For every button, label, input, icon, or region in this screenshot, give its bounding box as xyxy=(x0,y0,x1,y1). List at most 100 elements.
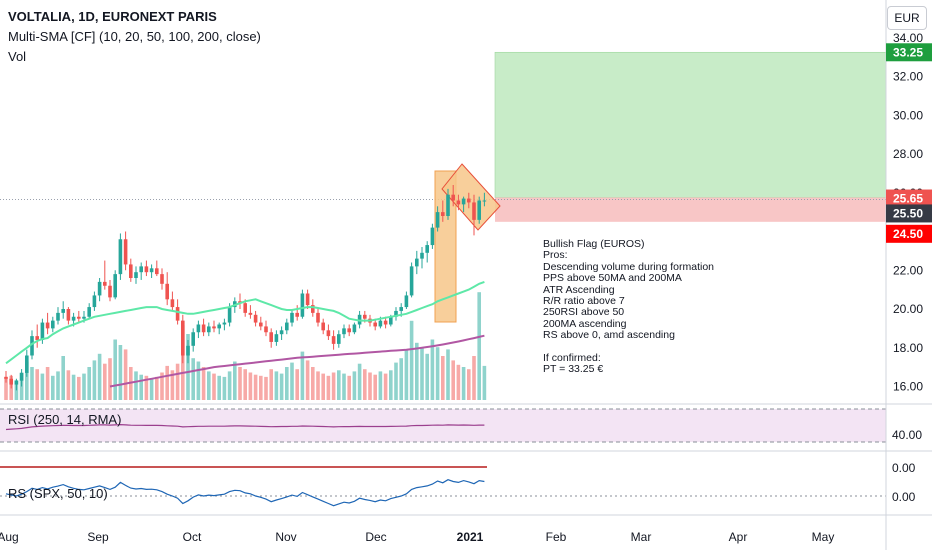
time-axis-label: 2021 xyxy=(457,530,484,544)
candle-body xyxy=(305,293,310,306)
volume-bar xyxy=(331,372,336,400)
volume-bar xyxy=(191,358,195,400)
candle-body xyxy=(56,312,60,321)
volume-bar xyxy=(40,373,45,400)
volume-bar xyxy=(373,374,377,400)
stop-zone xyxy=(495,197,886,222)
volume-bar xyxy=(305,360,310,400)
volume-bar xyxy=(82,373,86,400)
target-zone xyxy=(494,51,887,198)
volume-bar xyxy=(139,374,143,400)
candle-body xyxy=(155,268,159,275)
volume-bar xyxy=(155,376,159,400)
candle-body xyxy=(342,328,346,335)
rs-label: RS (SPX, 50, 10) xyxy=(8,486,108,501)
sma200-line xyxy=(109,334,485,388)
candle-body xyxy=(129,264,133,278)
rsi-line xyxy=(5,423,485,431)
note-line: Bullish Flag (EUROS) xyxy=(543,238,645,250)
note-line: If confirmed: xyxy=(543,352,601,365)
candle-body xyxy=(144,266,149,273)
candle-body xyxy=(383,320,388,325)
price-tick-label: 34.00 xyxy=(893,31,923,45)
candle-body xyxy=(61,309,65,313)
volume-bar xyxy=(446,349,450,400)
volume-bar xyxy=(25,361,29,400)
price-tag-label: 33.25 xyxy=(893,45,923,59)
rs-tick-label: 0.00 xyxy=(892,461,916,475)
volume-bar xyxy=(196,361,201,400)
sma-legend[interactable]: Multi-SMA [CF] (10, 20, 50, 100, 200, cl… xyxy=(8,29,261,44)
volume-bar xyxy=(399,358,403,400)
volume-bar xyxy=(56,371,60,400)
note-line: ATR Ascending xyxy=(543,283,615,296)
price-tick-label: 16.00 xyxy=(893,380,923,394)
volume-bar xyxy=(420,347,424,400)
volume-bar xyxy=(472,356,476,400)
volume-bar xyxy=(363,369,367,400)
candle-body xyxy=(108,285,112,298)
volume-bar xyxy=(383,373,388,400)
candle-body xyxy=(321,322,325,331)
price-tag xyxy=(886,189,932,208)
volume-bar xyxy=(118,345,123,400)
volume-bar xyxy=(482,365,487,400)
candle-body xyxy=(222,322,227,325)
candle-body xyxy=(71,316,76,321)
candle-body xyxy=(435,212,440,228)
candle-body xyxy=(295,312,299,317)
candle-body xyxy=(300,293,305,317)
candle-body xyxy=(430,227,435,246)
volume-bar xyxy=(30,367,34,400)
candle-body xyxy=(290,312,294,323)
volume-bar xyxy=(368,372,372,400)
volume-bar xyxy=(477,292,481,400)
sma50-line xyxy=(5,280,485,365)
volume-bar xyxy=(227,371,232,400)
candle-body xyxy=(35,336,39,340)
volume-bar xyxy=(77,376,81,400)
volume-bar xyxy=(61,356,65,400)
candle-body xyxy=(4,376,8,379)
candle-body xyxy=(25,355,29,373)
candle-body xyxy=(92,295,97,308)
time-axis-label: May xyxy=(812,530,835,544)
candles xyxy=(4,185,487,391)
volume-bar xyxy=(212,373,216,400)
candle-body xyxy=(9,378,13,385)
volume-legend[interactable]: Vol xyxy=(8,49,27,64)
candle-body xyxy=(399,307,403,311)
volume-bar xyxy=(451,360,455,400)
volume-bar xyxy=(108,358,112,400)
volume-bar xyxy=(279,373,284,400)
volume-bar xyxy=(87,367,91,400)
candle-body xyxy=(30,336,34,356)
candle-body xyxy=(14,380,19,385)
candle-body xyxy=(191,332,195,346)
time-axis-label: Aug xyxy=(0,530,19,544)
analysis-note: Bullish Flag (EUROS) Pros: Descending volu… xyxy=(543,238,714,376)
candle-body xyxy=(331,336,336,344)
currency-button[interactable]: EUR xyxy=(887,6,927,30)
volume-bar xyxy=(66,370,71,400)
volume-bar xyxy=(326,375,331,400)
candle-body xyxy=(347,328,351,333)
candle-body xyxy=(118,239,123,275)
price-tag-label: 25.50 xyxy=(893,206,923,220)
price-tick-label: 32.00 xyxy=(893,70,923,84)
volume-bar xyxy=(352,371,357,400)
bull-flag-drawing xyxy=(434,163,501,323)
candle-body xyxy=(19,372,24,381)
candle-body xyxy=(316,312,320,323)
volume-bar xyxy=(144,375,149,400)
volume-bar xyxy=(134,371,138,400)
volume-bar xyxy=(290,362,294,400)
volume-bar xyxy=(311,367,315,400)
candle-body xyxy=(181,320,185,356)
candle-body xyxy=(207,326,211,333)
flag-body xyxy=(441,163,501,231)
candle-body xyxy=(477,200,481,220)
candle-body xyxy=(264,326,268,333)
